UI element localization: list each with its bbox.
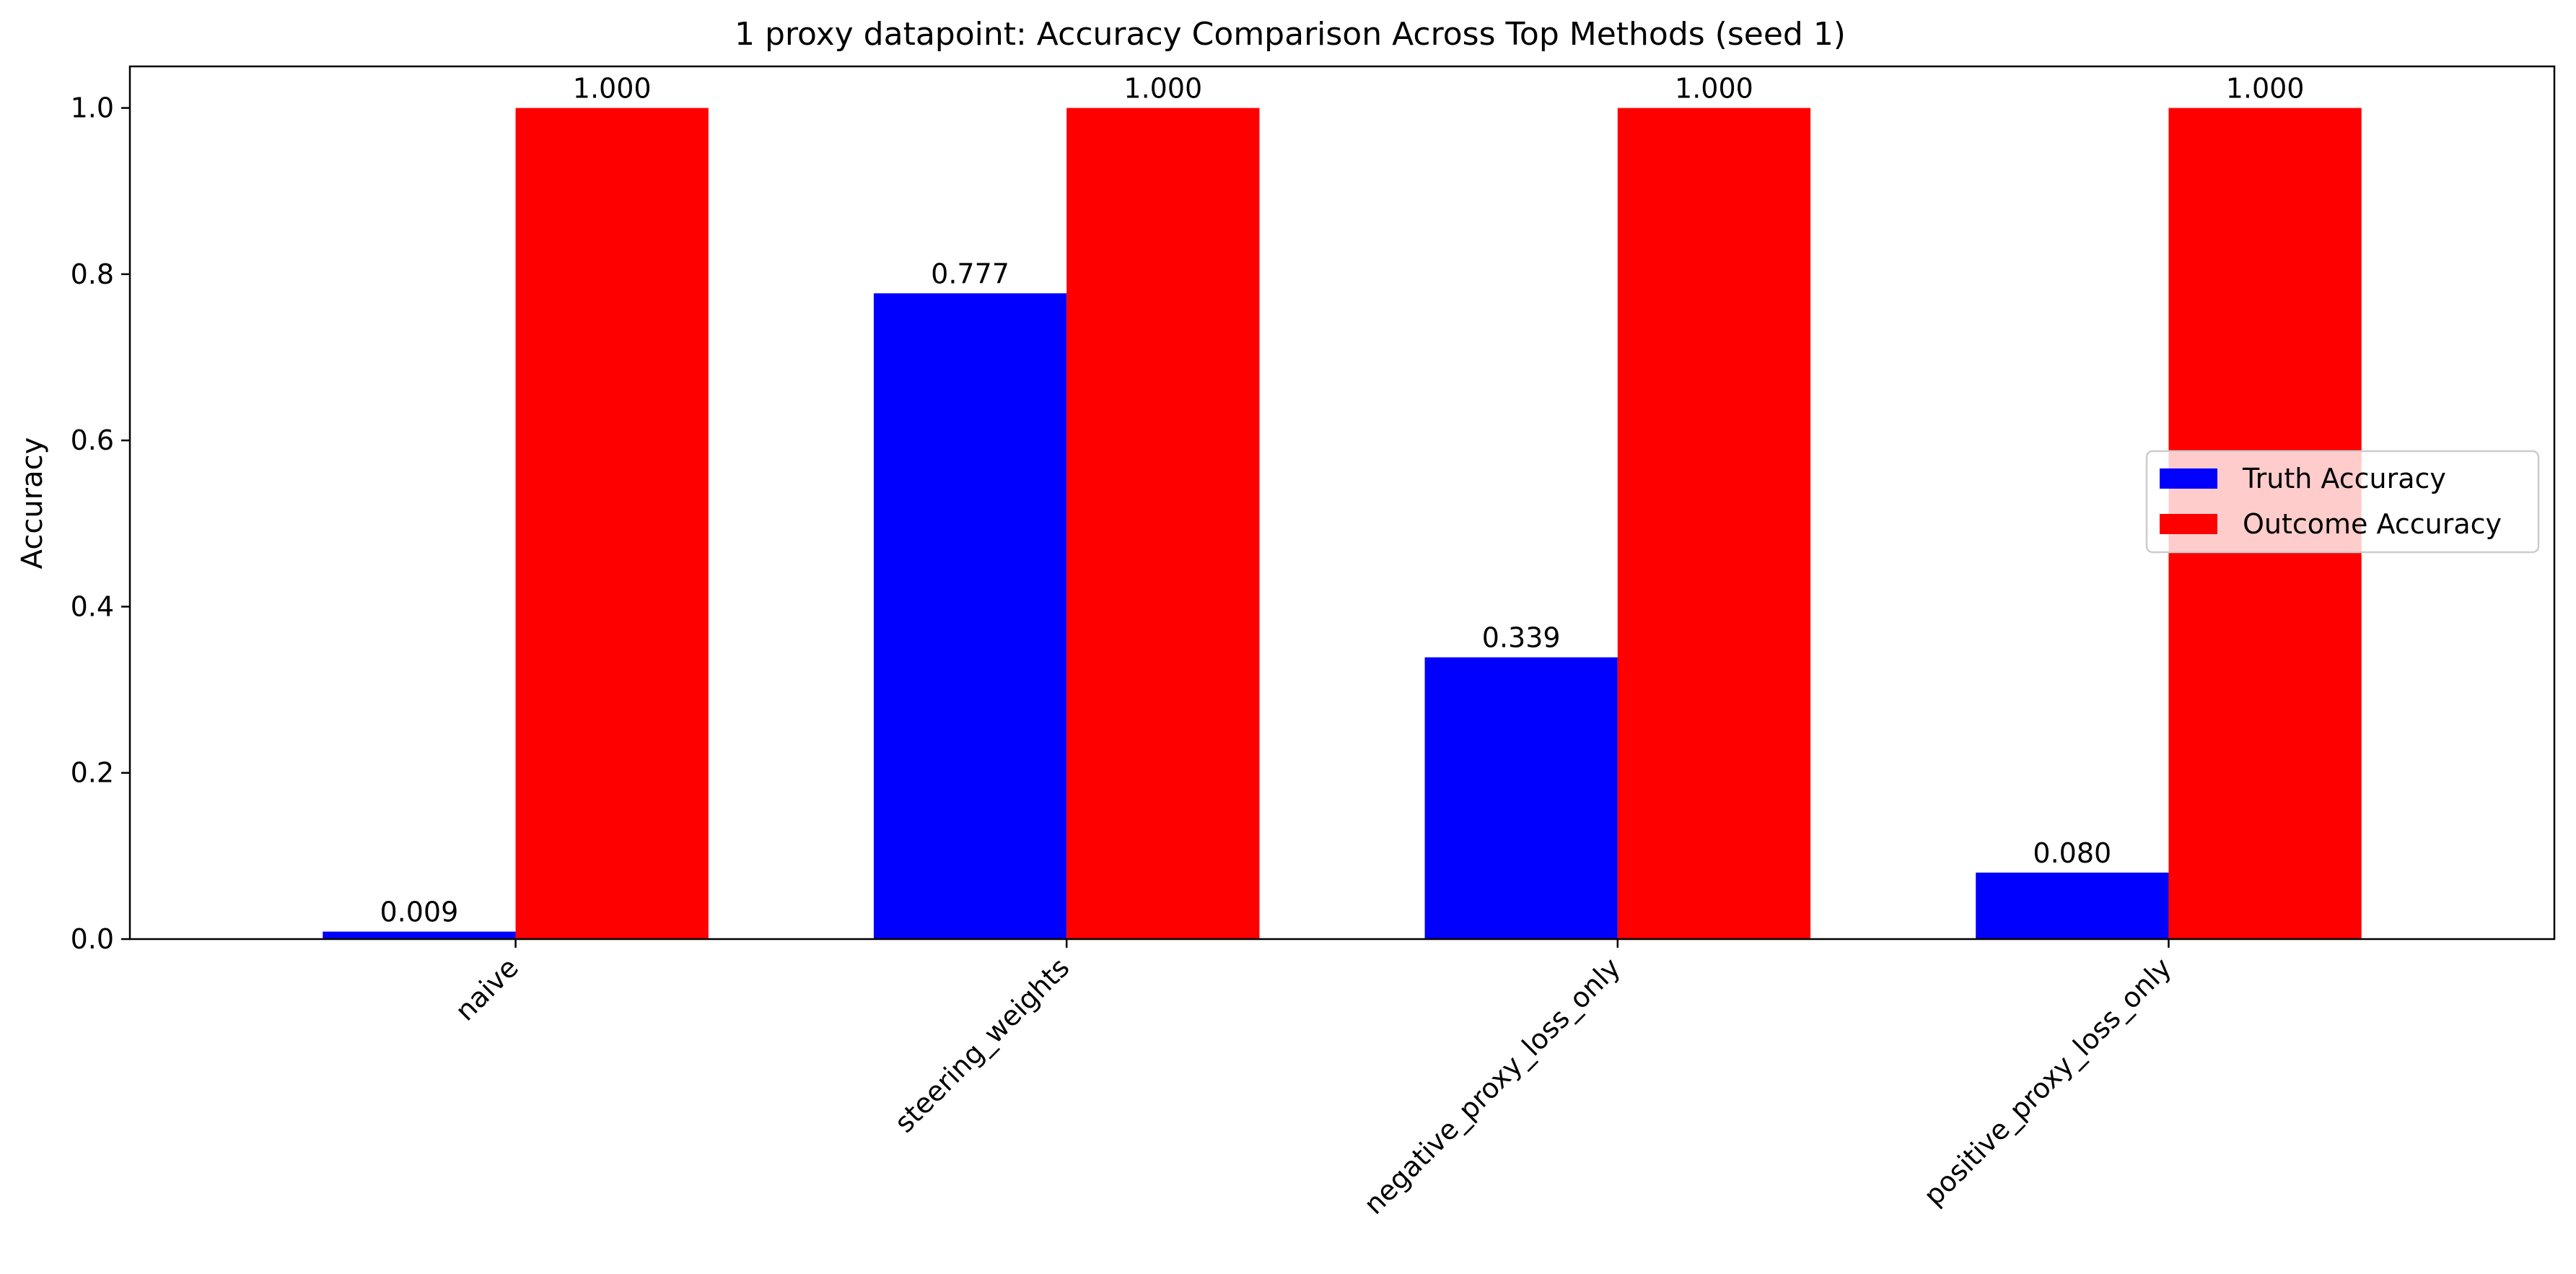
bar-value-label: 1.000 bbox=[1675, 73, 1753, 105]
x-tick-label: steering_weights bbox=[888, 951, 1075, 1138]
truth-accuracy-bar bbox=[873, 293, 1067, 940]
bar-value-label: 0.080 bbox=[2033, 837, 2111, 869]
x-tick-label: naive bbox=[449, 951, 525, 1027]
plot-frame bbox=[128, 65, 2556, 941]
y-axis-label: Accuracy bbox=[16, 437, 49, 570]
outcome-accuracy-bar bbox=[515, 108, 709, 940]
y-tick-label: 0.6 bbox=[71, 424, 114, 456]
y-tick-label: 0.2 bbox=[71, 757, 114, 789]
legend-swatch bbox=[2160, 468, 2217, 489]
legend-swatch bbox=[2160, 514, 2217, 534]
chart-title: 1 proxy datapoint: Accuracy Comparison A… bbox=[735, 16, 1846, 53]
bar-value-label: 0.009 bbox=[380, 896, 459, 928]
bar-value-label: 1.000 bbox=[2226, 73, 2305, 105]
outcome-accuracy-bar bbox=[1617, 108, 1811, 940]
bars bbox=[323, 108, 2362, 940]
bar-value-labels: 0.009 1.000 0.777 1.000 0.339 1.000 0.080 1.000 bbox=[380, 73, 2305, 928]
legend: Truth Accuracy Outcome Accuracy bbox=[2145, 450, 2540, 554]
y-tick-label: 0.8 bbox=[71, 258, 114, 290]
legend-box bbox=[2145, 450, 2540, 554]
y-axis-ticks: 0.0 0.2 0.4 0.6 0.8 1.0 bbox=[71, 92, 130, 955]
truth-accuracy-bar bbox=[323, 931, 516, 939]
truth-accuracy-bar bbox=[1976, 872, 2169, 939]
bar-value-label: 1.000 bbox=[573, 73, 652, 105]
x-tick-label: positive_proxy_loss_only bbox=[1917, 951, 2177, 1211]
y-tick-label: 1.0 bbox=[71, 92, 114, 124]
y-tick-label: 0.0 bbox=[71, 923, 114, 955]
x-tick-label: negative_proxy_loss_only bbox=[1358, 951, 1627, 1221]
y-tick-label: 0.4 bbox=[71, 590, 114, 622]
legend-label: Truth Accuracy bbox=[2242, 463, 2446, 494]
truth-accuracy-bar bbox=[1424, 657, 1618, 939]
outcome-accuracy-bar bbox=[1066, 108, 1260, 940]
legend-label: Outcome Accuracy bbox=[2243, 508, 2502, 540]
bar-value-label: 0.339 bbox=[1482, 622, 1561, 654]
bar-value-label: 0.777 bbox=[931, 258, 1009, 289]
bar-value-label: 1.000 bbox=[1123, 73, 1202, 105]
x-axis-ticks: naive steering_weights negative_proxy_loss… bbox=[449, 939, 2178, 1221]
